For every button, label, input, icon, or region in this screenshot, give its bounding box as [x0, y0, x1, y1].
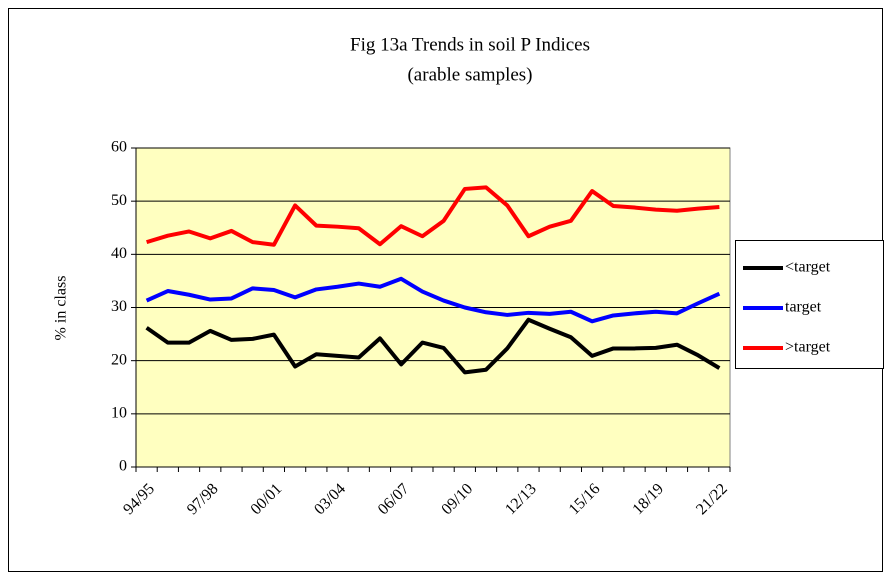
chart-title: Fig 13a Trends in soil P Indices [350, 34, 590, 55]
y-tick-label: 10 [111, 405, 127, 422]
y-tick-label: 60 [111, 139, 127, 156]
line-series [146, 185, 720, 247]
y-tick-label: 0 [119, 458, 127, 475]
legend-label: <target [785, 259, 831, 276]
y-tick-label: 50 [111, 192, 127, 209]
y-tick-label: 20 [111, 351, 127, 368]
legend-label: >target [785, 339, 831, 356]
y-tick-label: 40 [111, 245, 127, 262]
line-series [145, 276, 721, 324]
legend-label: target [785, 299, 822, 316]
y-tick-label: 30 [111, 298, 127, 315]
y-axis-label: % in class [53, 276, 70, 341]
line-series [145, 317, 721, 375]
chart-subtitle: (arable samples) [407, 64, 532, 85]
